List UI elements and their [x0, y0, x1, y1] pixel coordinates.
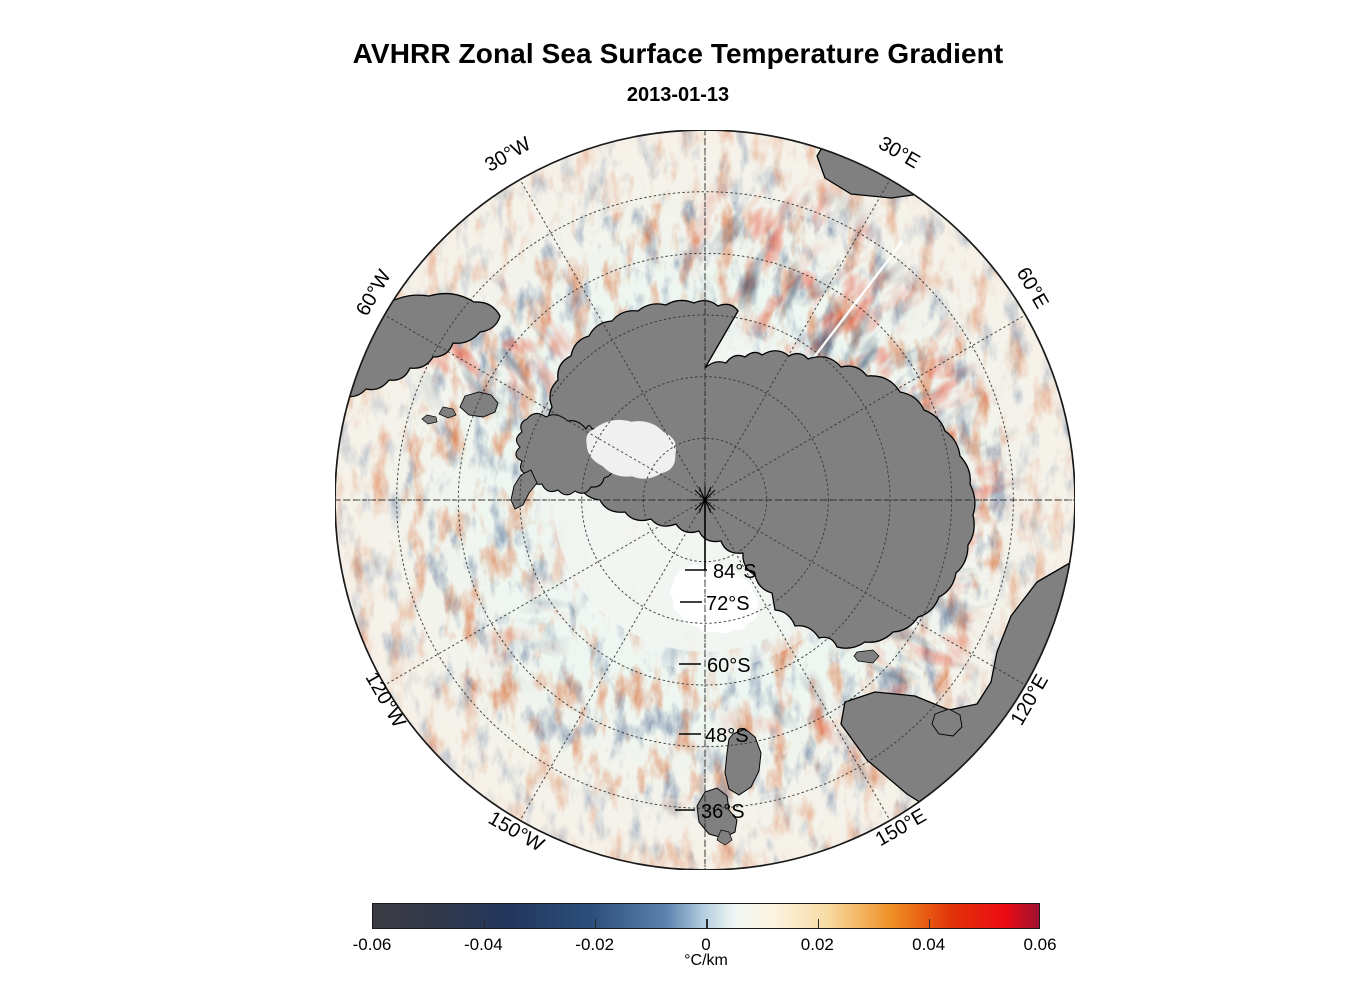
colorbar-tick-label: 0.06: [1023, 935, 1057, 954]
colorbar-tick-label: 0: [701, 935, 711, 954]
colorbar-tick: [594, 919, 597, 928]
colorbar-unit-label: °C/km: [0, 952, 1356, 970]
polar-map-svg: 0° 30°E 60°E 90°E 120°E 150°E 180°W 150°…: [335, 130, 1075, 870]
ice-shelf-ross: [670, 564, 758, 634]
lat-label-72S: 72°S: [706, 593, 750, 615]
colorbar-tick: [928, 919, 931, 928]
lon-label-30W: 30°W: [481, 133, 535, 177]
lat-ticks: [675, 569, 707, 811]
land-tasmania: [931, 708, 963, 737]
polar-map: 0° 30°E 60°E 90°E 120°E 150°E 180°W 150°…: [335, 130, 1075, 870]
lat-label-84S: 84°S: [713, 561, 757, 583]
lon-label-30E: 30°E: [875, 132, 924, 173]
colorbar-tick-label: -0.02: [575, 935, 615, 954]
land-tierra-del-fuego: [459, 391, 499, 418]
lat-label-36S: 36°S: [701, 801, 745, 823]
colorbar-tick-label: 0.02: [800, 935, 834, 954]
land-new-zealand-south: [724, 728, 762, 796]
colorbar-tick: [706, 919, 708, 928]
colorbar-tick-label: -0.04: [463, 935, 503, 954]
colorbar-tick: [817, 919, 820, 928]
colorbar-tick-labels: -0.06 -0.04 -0.02 0 0.02 0.04 0.06: [353, 935, 1057, 959]
colorbar-unit-text: °C/km: [684, 952, 728, 969]
land-stewart-island: [716, 829, 733, 846]
page-title: AVHRR Zonal Sea Surface Temperature Grad…: [352, 38, 1004, 69]
colorbar-tick-label: 0.04: [912, 935, 946, 954]
latitude-labels: 84°S 72°S 60°S 48°S 36°S: [701, 561, 757, 823]
land-new-zealand-north: [696, 787, 738, 839]
colorbar-tick: [483, 919, 486, 928]
ice-shelf-ronne: [586, 419, 677, 479]
colorbar[interactable]: -0.06 -0.04 -0.02 0 0.02 0.04 0.06: [353, 903, 1057, 959]
land-patagonia-islands: [421, 406, 457, 425]
lat-label-48S: 48°S: [705, 725, 749, 747]
lat-label-60S: 60°S: [707, 655, 751, 677]
land-australia-islands: [853, 649, 880, 664]
colorbar-bar[interactable]: [372, 903, 1040, 929]
colorbar-tick-label: -0.06: [352, 935, 392, 954]
land-peninsula-tip: [510, 469, 538, 510]
page-subtitle: 2013-01-13: [626, 84, 730, 106]
